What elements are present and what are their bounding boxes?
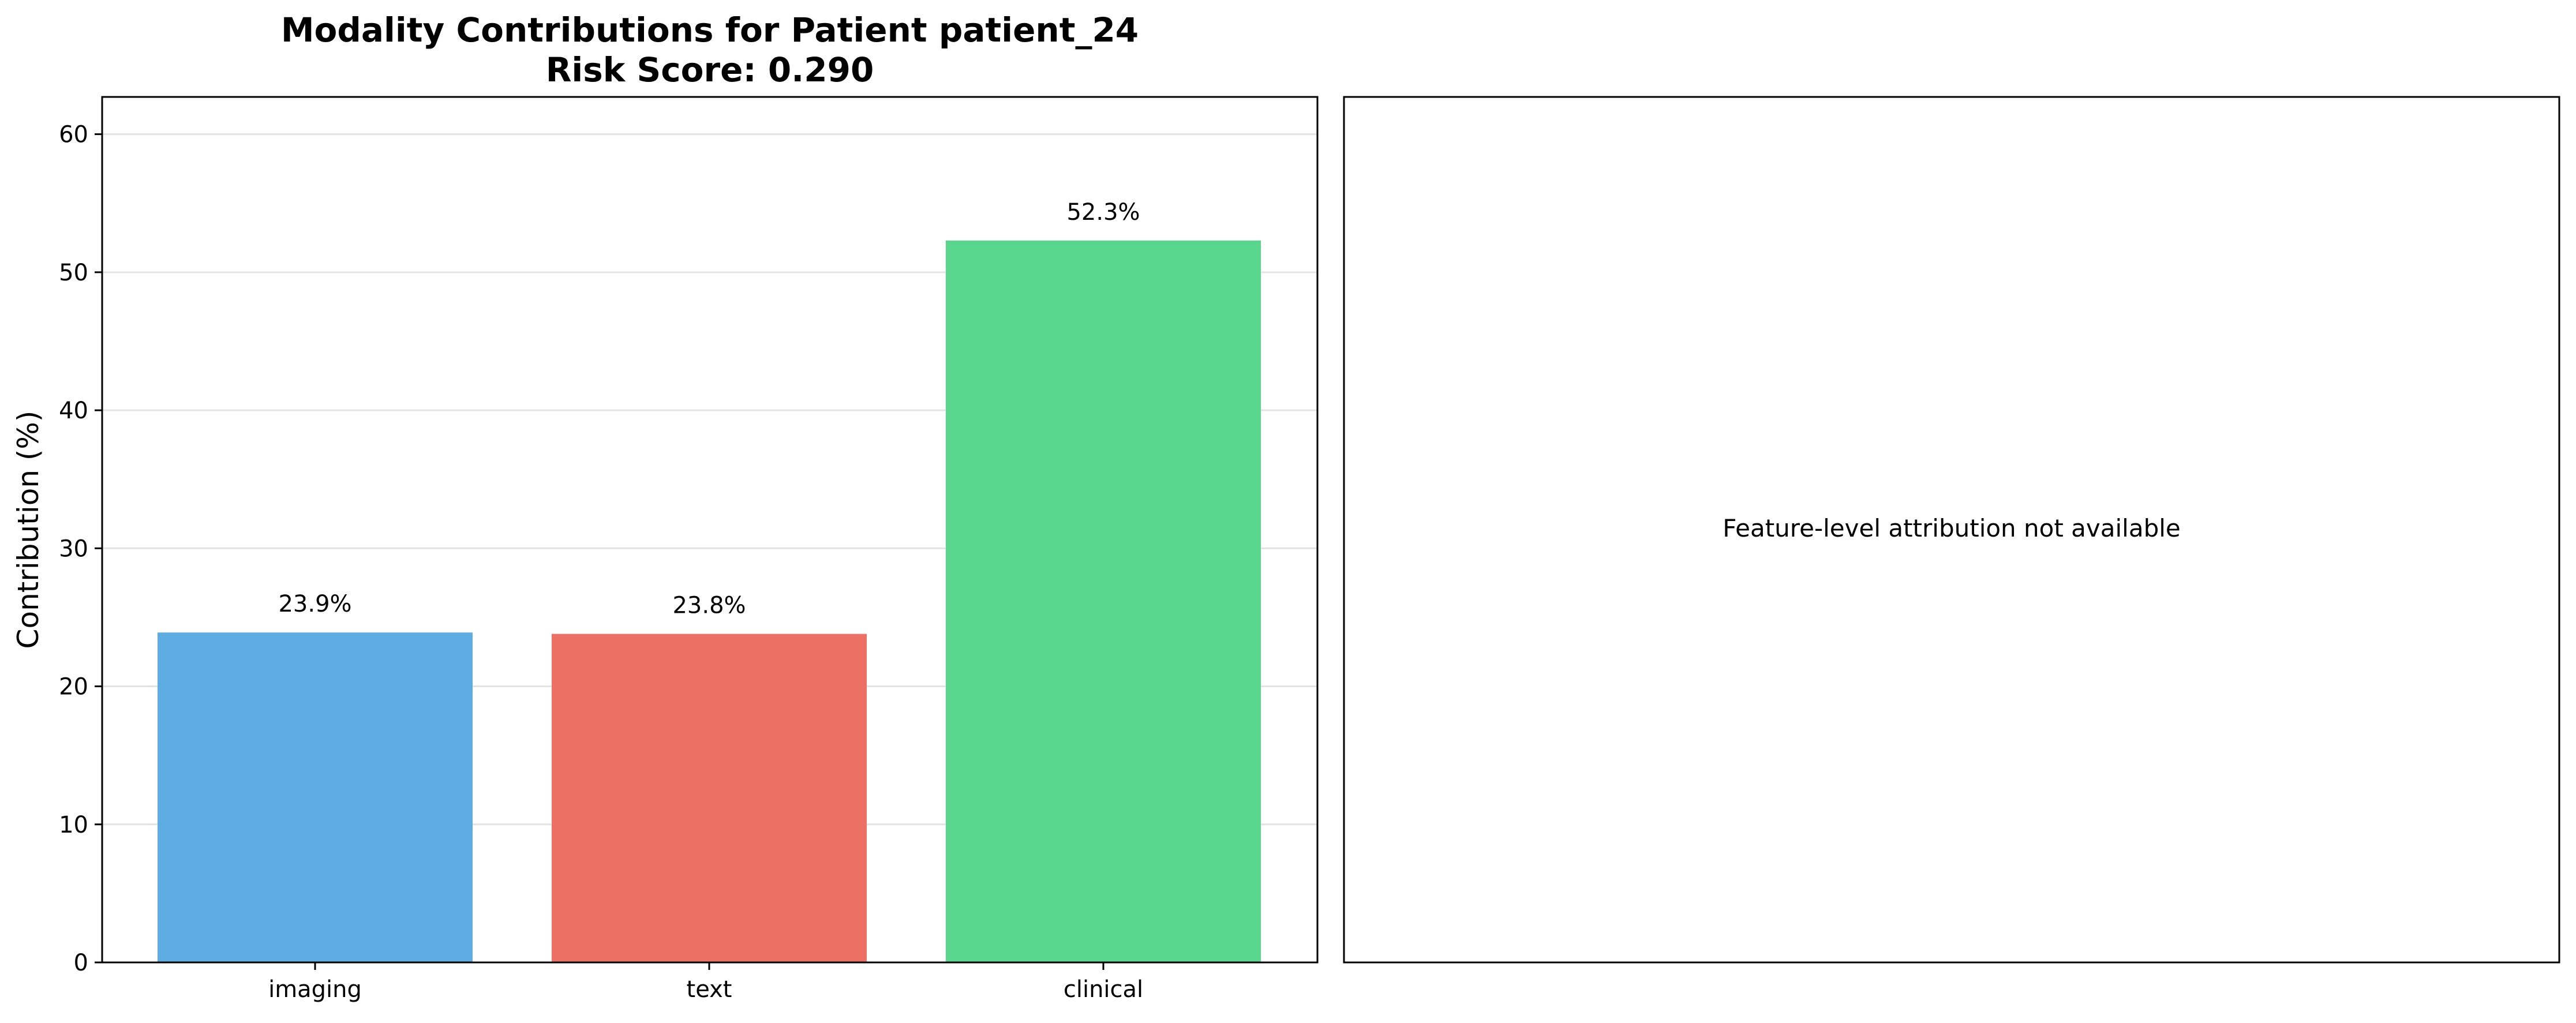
feature-attribution-message: Feature-level attribution not available [1723, 514, 2181, 542]
bar-value-labels: 23.9% 23.8% 52.3% [278, 199, 1140, 619]
y-axis-label: Contribution (%) [12, 411, 45, 649]
y-tick-label-30: 30 [59, 535, 88, 562]
chart-subtitle: Risk Score: 0.290 [546, 50, 874, 89]
x-axis-ticks: imaging text clinical [268, 962, 1143, 1003]
y-tick-label-10: 10 [59, 812, 88, 838]
x-tick-label-imaging: imaging [268, 976, 362, 1003]
bars [158, 240, 1261, 962]
chart-title: Modality Contributions for Patient patie… [281, 10, 1139, 50]
x-tick-label-clinical: clinical [1064, 976, 1143, 1003]
bar-value-label-text: 23.8% [672, 593, 746, 619]
bar-value-label-imaging: 23.9% [278, 591, 351, 617]
y-tick-label-40: 40 [59, 398, 88, 424]
bar-clinical [946, 240, 1261, 962]
left-axes-frame [101, 96, 1319, 964]
y-tick-label-20: 20 [59, 674, 88, 700]
y-tick-label-60: 60 [59, 122, 88, 148]
y-tick-label-50: 50 [59, 260, 88, 286]
bar-value-label-clinical: 52.3% [1066, 199, 1140, 226]
y-tick-label-0: 0 [74, 950, 88, 976]
bar-imaging [158, 632, 473, 962]
right-axes-frame [1343, 96, 2560, 964]
x-tick-label-text: text [687, 976, 732, 1003]
y-axis-ticks: 0 10 20 30 40 50 60 [59, 122, 102, 976]
bar-text [552, 634, 867, 962]
